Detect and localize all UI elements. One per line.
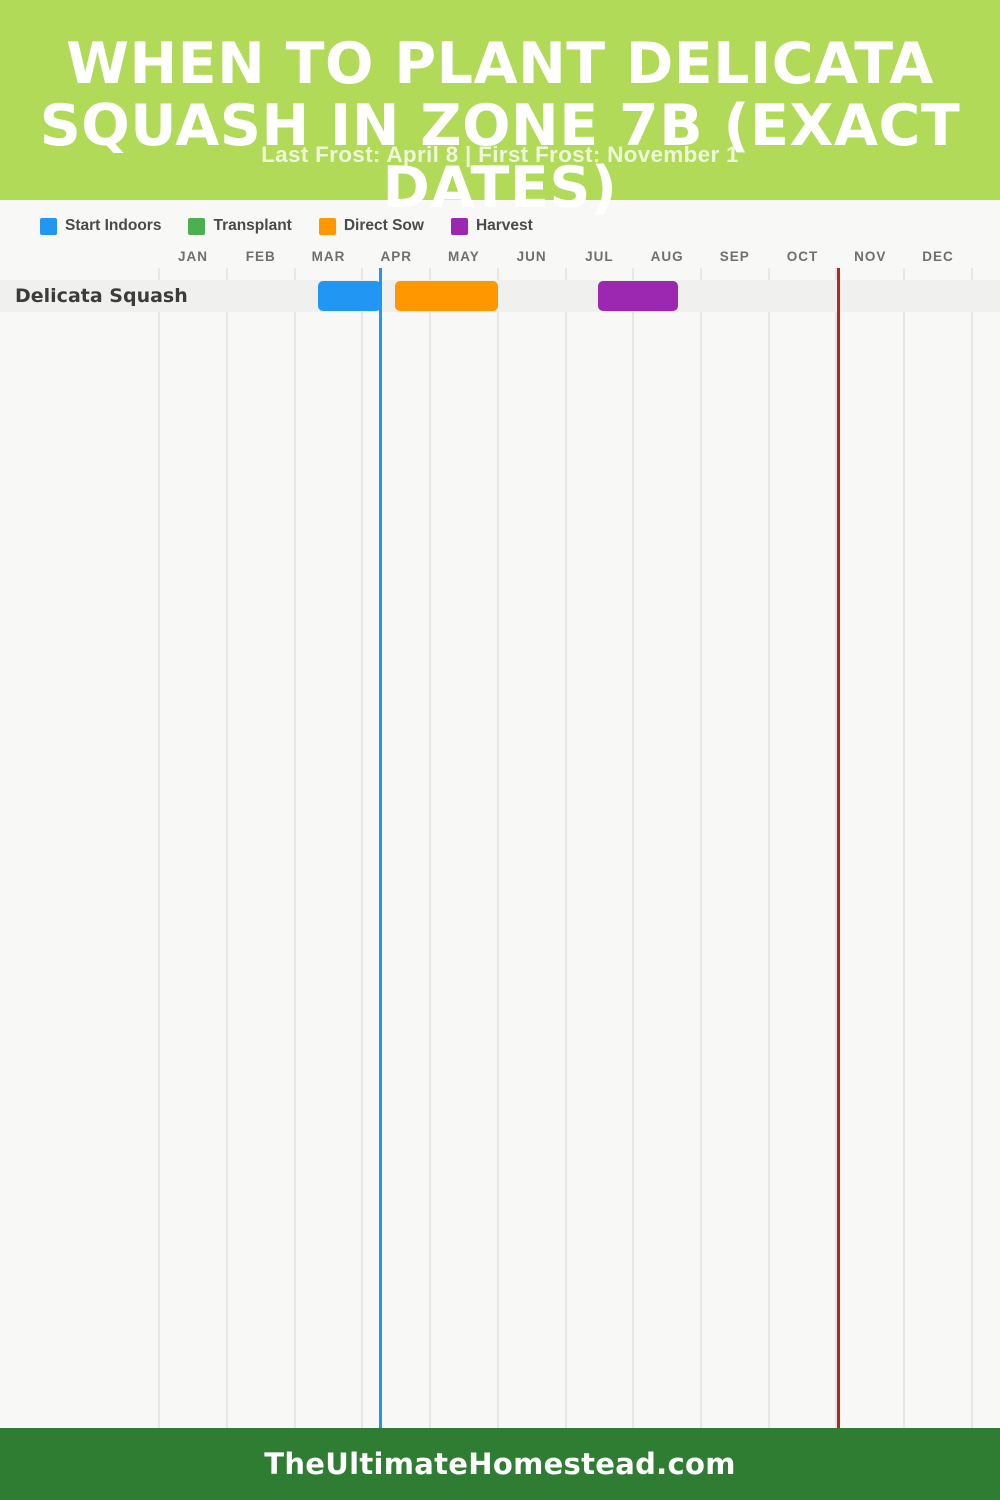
month-label-oct: OCT [786,249,819,264]
legend-label: Direct Sow [343,217,424,234]
legend-swatch-icon [40,217,57,235]
gridline [767,268,770,1428]
gridline [903,268,906,1428]
month-label-jul: JUL [585,249,614,264]
legend-item-start-indoors: Start Indoors [40,217,161,235]
legend-label: Harvest [475,217,533,234]
month-label-feb: FEB [245,249,276,264]
legend-swatch-icon [318,217,336,235]
gridline [835,268,838,1428]
gridline [699,268,702,1428]
bar-direct-sow [394,281,498,311]
gridline [361,268,364,1428]
month-label-aug: AUG [650,249,684,264]
month-label-apr: APR [380,249,412,264]
row-band: Delicata Squash [0,280,1000,312]
footer-banner: TheUltimateHomestead.com [0,1428,1000,1500]
gridline [293,268,296,1428]
legend-item-direct-sow: Direct Sow [318,217,424,235]
month-label-sep: SEP [719,249,750,264]
legend: Start Indoors Transplant Direct Sow Harvest [40,216,533,236]
frost-dates-subtitle: Last Frost: April 8 | First Frost: Novem… [261,142,739,167]
last-frost-line [379,268,383,1428]
bar-harvest [598,281,678,311]
legend-label: Transplant [213,217,292,234]
gridline [970,268,973,1428]
legend-swatch-icon [188,217,206,235]
legend-swatch-icon [450,217,468,235]
month-label-dec: DEC [922,249,954,264]
legend-label: Start Indoors [65,217,162,234]
month-label-mar: MAR [311,249,346,264]
gridline [496,268,499,1428]
month-label-nov: NOV [854,249,887,264]
website-url: TheUltimateHomestead.com [264,1447,736,1481]
gridline [225,268,228,1428]
month-label-jun: JUN [516,249,547,264]
legend-item-transplant: Transplant [188,217,292,235]
gridline [564,268,567,1428]
gridline [429,268,432,1428]
gridline [158,268,161,1428]
month-label-jan: JAN [178,249,209,264]
first-frost-line [836,268,840,1428]
row-label: Delicata Squash [15,285,188,307]
month-label-may: MAY [448,249,480,264]
gridline [632,268,635,1428]
legend-item-harvest: Harvest [450,217,533,235]
bar-start-indoors [317,281,381,311]
